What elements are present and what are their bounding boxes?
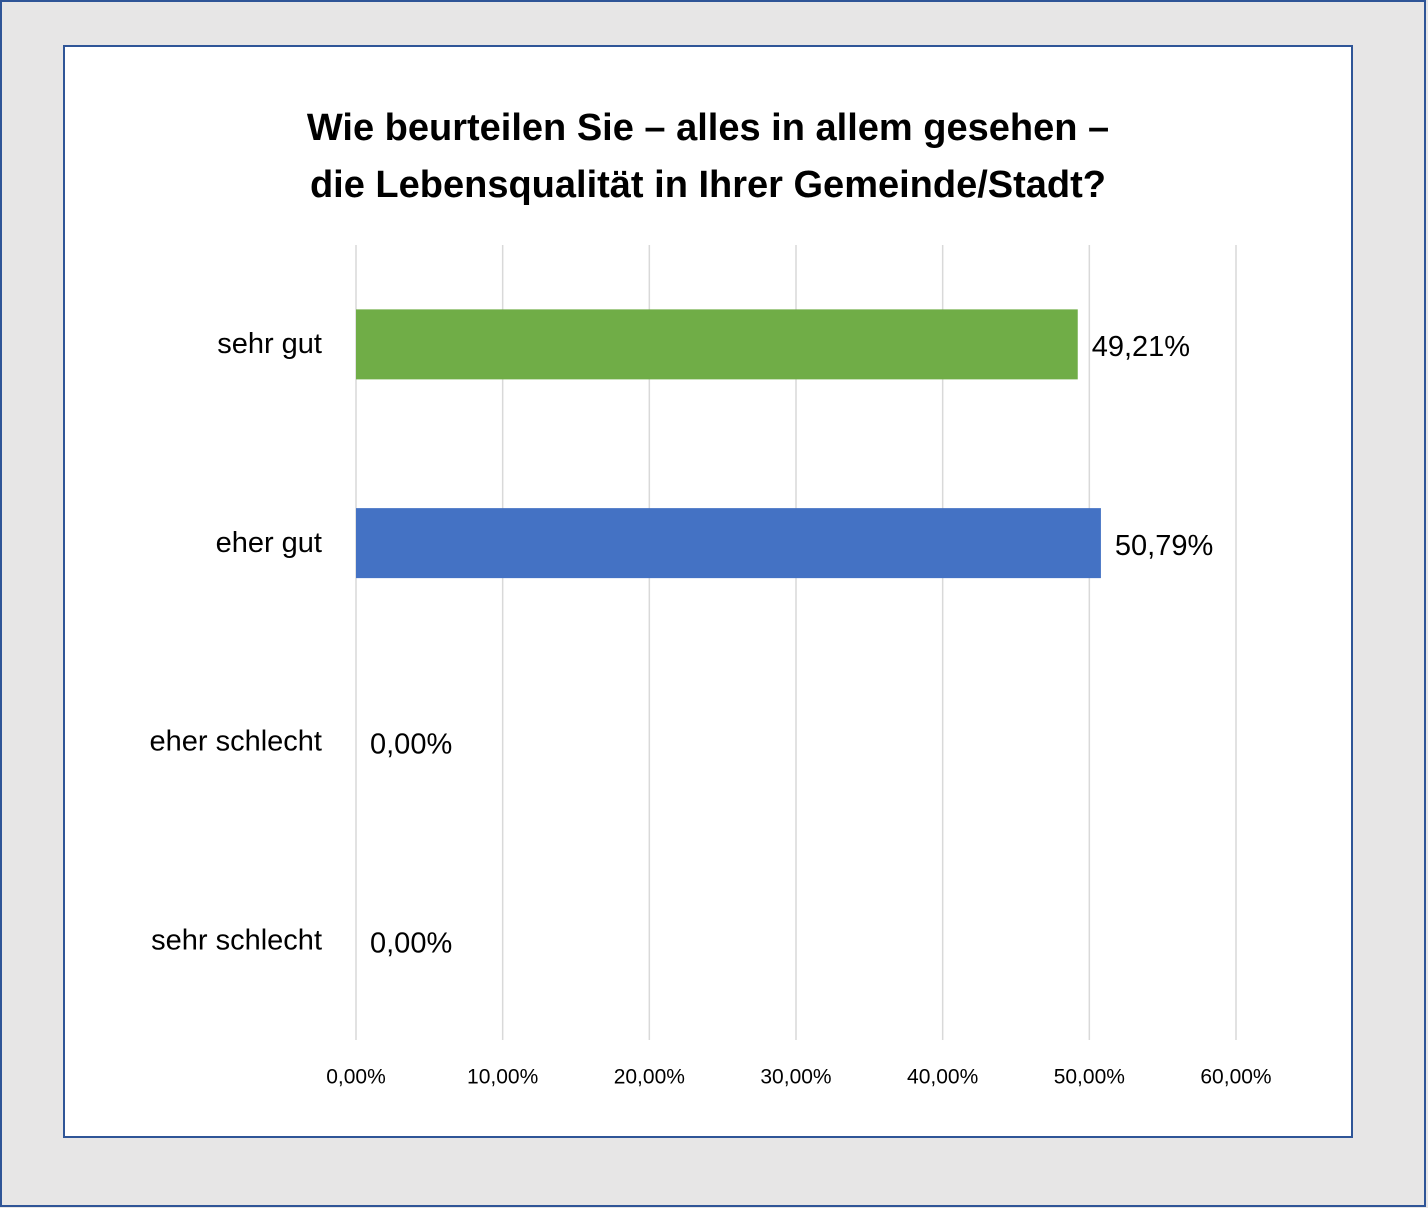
y-tick-label: eher schlecht — [150, 726, 323, 758]
chart-title: Wie beurteilen Sie – alles in allem gese… — [307, 107, 1109, 149]
x-tick-label: 40,00% — [907, 1066, 978, 1089]
x-tick-label: 60,00% — [1200, 1066, 1271, 1089]
x-tick-label: 10,00% — [467, 1066, 538, 1089]
value-label: 0,00% — [370, 729, 452, 761]
x-tick-label: 20,00% — [614, 1066, 685, 1089]
x-tick-label: 50,00% — [1054, 1066, 1125, 1089]
chart-title: die Lebensqualität in Ihrer Gemeinde/Sta… — [310, 164, 1106, 206]
y-tick-label: eher gut — [216, 527, 322, 559]
value-label: 0,00% — [370, 927, 452, 959]
value-label: 49,21% — [1092, 331, 1190, 363]
bar — [356, 508, 1101, 579]
y-tick-label: sehr schlecht — [151, 924, 322, 956]
bar — [356, 309, 1078, 380]
value-label: 50,79% — [1115, 530, 1213, 562]
chart-frame — [63, 45, 1353, 1138]
y-tick-label: sehr gut — [217, 328, 322, 360]
x-tick-label: 0,00% — [326, 1066, 386, 1089]
x-tick-label: 30,00% — [760, 1066, 831, 1089]
